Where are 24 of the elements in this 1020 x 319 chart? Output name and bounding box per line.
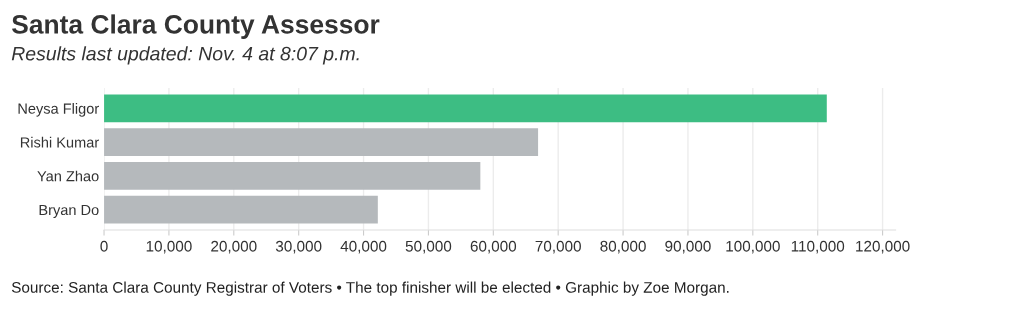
y-tick-label: Rishi Kumar	[20, 136, 99, 148]
chart-title: Santa Clara County Assessor	[11, 14, 380, 39]
x-tick-label: 20,000	[211, 240, 257, 254]
x-tick-label: 120,000	[856, 240, 910, 254]
bar	[104, 162, 481, 190]
x-tick-label: 110,000	[791, 240, 845, 254]
x-tick-label: 10,000	[146, 240, 192, 254]
x-tick-label: 60,000	[470, 240, 517, 254]
bar	[104, 94, 827, 123]
x-tick-label: 30,000	[275, 240, 322, 254]
x-tick-label: 50,000	[405, 240, 452, 254]
x-tick-label: 80,000	[600, 240, 646, 254]
bar	[104, 195, 378, 224]
x-tick-label: 40,000	[340, 240, 387, 254]
y-tick-label: Neysa Fligor	[18, 103, 99, 117]
bar	[104, 128, 539, 156]
y-tick-label: Yan Zhao	[37, 170, 99, 182]
source-note: Source: Santa Clara County Registrar of Voters • The top finisher will be elected • Graphic by Zoe Morgan.	[11, 281, 729, 296]
x-tick-label: 70,000	[535, 240, 581, 254]
x-tick-label: 0	[100, 240, 108, 252]
y-tick-label: Bryan Do	[39, 204, 99, 219]
chart-subtitle: Results last updated: Nov. 4 at 8:07 p.m.	[11, 46, 359, 65]
x-tick-label: 100,000	[726, 240, 780, 254]
x-tick-label: 90,000	[665, 240, 711, 254]
